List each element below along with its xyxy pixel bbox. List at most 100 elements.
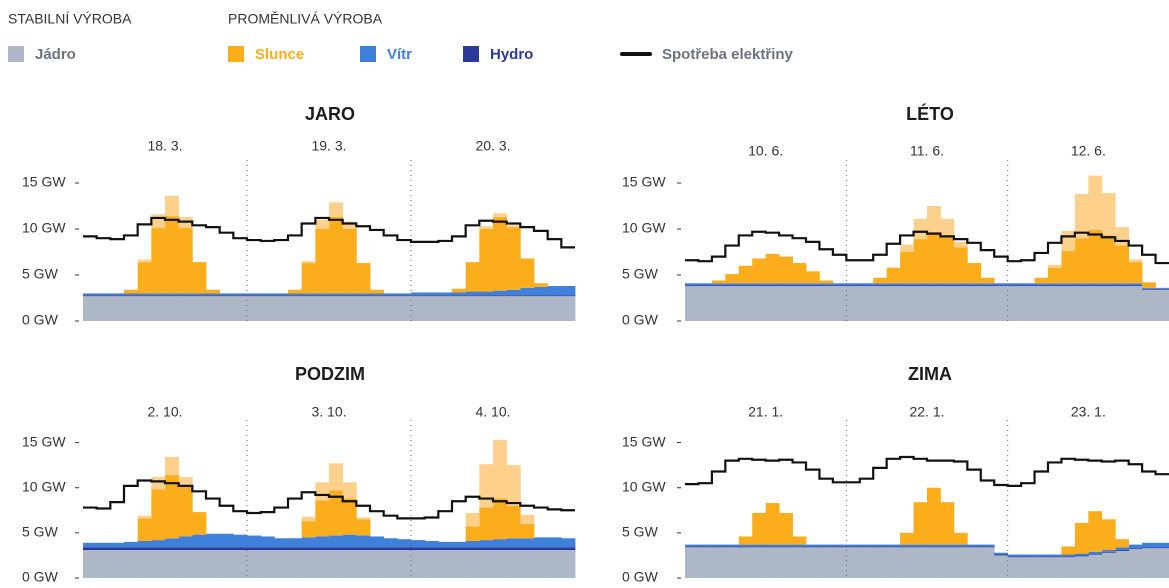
area-step: [465, 291, 480, 296]
area-step: [315, 229, 330, 294]
area-step: [1128, 285, 1143, 287]
area-step: [397, 547, 412, 551]
area-step: [356, 296, 371, 321]
legend-swatch: [228, 46, 244, 62]
area-step: [1128, 259, 1143, 263]
area-step: [873, 286, 888, 321]
area-step: [397, 539, 412, 548]
area-step: [1061, 251, 1076, 284]
area-step: [165, 547, 180, 551]
area-step: [725, 286, 740, 321]
area-step: [1115, 245, 1130, 284]
area-step: [315, 295, 330, 297]
area-step: [165, 550, 180, 578]
area-step: [315, 482, 330, 501]
legend-swatch: [463, 46, 479, 62]
area-step: [383, 295, 398, 297]
day-label: 20. 3.: [475, 138, 510, 154]
area-step: [873, 277, 888, 284]
area-step: [151, 550, 166, 578]
area-step: [452, 296, 467, 321]
area-step: [260, 293, 275, 296]
area-step: [288, 547, 303, 551]
area-step: [411, 550, 426, 578]
area-step: [913, 546, 928, 548]
area-step: [779, 544, 793, 547]
area-step: [765, 544, 780, 547]
area-step: [1088, 283, 1103, 286]
area-step: [547, 550, 562, 578]
area-step: [1007, 286, 1022, 321]
area-step: [506, 289, 521, 296]
area-step: [738, 544, 753, 547]
area-step: [137, 547, 152, 551]
area-step: [137, 295, 152, 297]
area-step: [752, 258, 767, 284]
area-step: [927, 231, 941, 284]
area-step: [301, 550, 316, 578]
area-step: [206, 289, 221, 294]
area-step: [178, 296, 193, 321]
area-step: [96, 550, 111, 578]
area-step: [260, 295, 275, 297]
area-step: [752, 512, 767, 545]
area-step: [438, 296, 453, 321]
area-step: [479, 226, 494, 229]
area-step: [506, 295, 521, 297]
area-step: [1101, 550, 1116, 552]
area-step: [859, 285, 874, 287]
area-step: [342, 534, 357, 548]
area-step: [206, 293, 221, 296]
area-step: [547, 286, 562, 296]
area-step: [779, 547, 793, 578]
area-step: [846, 286, 861, 321]
area-step: [397, 295, 412, 297]
area-step: [479, 550, 494, 578]
area-step: [411, 292, 426, 296]
area-step: [315, 296, 330, 321]
area-step: [886, 547, 901, 578]
area-step: [534, 283, 549, 287]
area-step: [301, 516, 316, 522]
area-step: [301, 261, 316, 264]
area-step: [465, 550, 480, 578]
area-step: [383, 547, 398, 551]
area-step: [192, 512, 207, 535]
area-step: [137, 518, 152, 541]
area-step: [424, 540, 439, 548]
area-step: [329, 535, 344, 548]
area-step: [534, 537, 549, 548]
area-step: [1101, 286, 1116, 321]
area-step: [1101, 552, 1116, 578]
area-step: [1128, 262, 1143, 284]
area-step: [206, 296, 221, 321]
area-step: [124, 541, 139, 548]
area-step: [1061, 556, 1076, 558]
area-step: [1061, 283, 1076, 286]
area-step: [206, 295, 221, 297]
area-step: [765, 286, 780, 321]
area-step: [1021, 285, 1035, 287]
area-step: [806, 286, 820, 321]
area-step: [329, 295, 344, 297]
area-step: [561, 550, 576, 578]
area-step: [370, 293, 385, 296]
area-step: [1074, 238, 1089, 284]
area-step: [738, 547, 753, 578]
area-step: [547, 537, 562, 548]
area-step: [940, 283, 955, 286]
legend-label: Hydro: [490, 46, 533, 63]
area-step: [927, 283, 941, 286]
area-step: [329, 296, 344, 321]
area-step: [274, 547, 289, 551]
area-step: [1074, 283, 1089, 286]
area-step: [506, 465, 521, 506]
day-label: 23. 1.: [1071, 404, 1106, 420]
area-step: [506, 225, 521, 228]
area-step: [356, 519, 371, 536]
area-step: [940, 546, 955, 548]
area-step: [846, 544, 861, 547]
area-step: [846, 285, 861, 287]
area-step: [913, 544, 928, 547]
area-step: [1088, 553, 1103, 555]
